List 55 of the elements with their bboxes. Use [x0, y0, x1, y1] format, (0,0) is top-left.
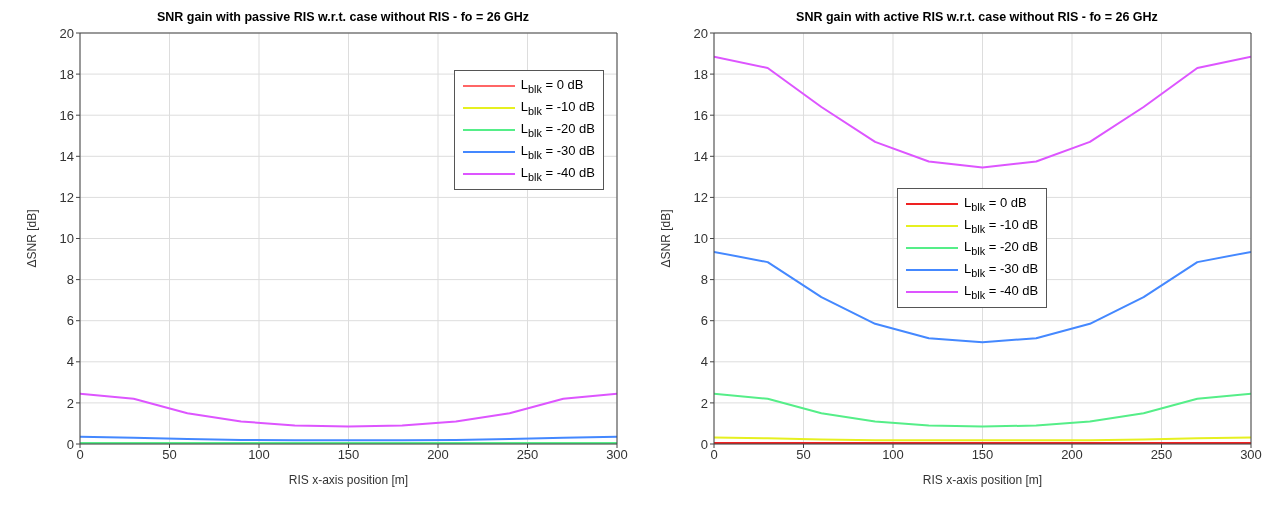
y-tick-label: 10 [693, 231, 708, 247]
y-tick-label: 2 [66, 395, 74, 411]
legend-label: L$_{blk}$ = 0 dB [520, 77, 584, 95]
y-tick-label: 18 [693, 66, 708, 82]
line-series [714, 392, 1251, 428]
legend-label: L$_{blk}$ = -30 dB [520, 143, 595, 161]
legend-label: L$_{blk}$ = -40 dB [964, 283, 1039, 301]
x-tick-label: 0 [710, 447, 718, 463]
x-tick-label: 100 [882, 447, 904, 463]
x-tick-label: 150 [337, 447, 360, 463]
x-tick-label: 150 [971, 447, 994, 463]
x-tick-label: 0 [76, 447, 84, 463]
line-series [80, 392, 617, 428]
chart-title: SNR gain with passive RIS w.r.t. case without RIS - fo = 26 GHz [155, 10, 531, 24]
y-tick-label: 20 [693, 25, 708, 41]
x-tick-label: 200 [427, 447, 449, 463]
y-tick-label: 8 [66, 272, 74, 288]
line-series [714, 55, 1251, 169]
x-tick-label: 250 [1150, 447, 1173, 463]
chart-title: SNR gain with active RIS w.r.t. case without RIS - fo = 26 GHz [795, 10, 1159, 24]
y-tick-label: 16 [693, 107, 708, 123]
x-axis-title: RIS x-axis position [m] [922, 473, 1043, 487]
y-tick-label: 16 [59, 107, 74, 123]
y-tick-label: 20 [59, 25, 74, 41]
x-tick-label: 250 [516, 447, 539, 463]
x-tick-label: 300 [606, 447, 628, 463]
y-tick-label: 12 [693, 190, 708, 206]
y-tick-label: 14 [693, 148, 708, 164]
y-tick-label: 4 [66, 354, 74, 370]
x-tick-label: 50 [162, 447, 177, 463]
legend-label: L$_{blk}$ = 0 dB [964, 195, 1027, 213]
legend-label: L$_{blk}$ = -40 dB [520, 165, 595, 183]
legend-label: L$_{blk}$ = -20 dB [520, 121, 595, 139]
legend-label: L$_{blk}$ = -10 dB [964, 217, 1039, 235]
y-tick-label: 0 [700, 436, 708, 452]
y-axis-title: ΔSNR [dB] [25, 209, 40, 268]
y-tick-label: 0 [66, 436, 74, 452]
y-axis-title: ΔSNR [dB] [659, 209, 674, 268]
y-tick-label: 8 [700, 272, 708, 288]
x-tick-label: 100 [248, 447, 270, 463]
x-tick-label: 300 [1240, 447, 1262, 463]
legend-label: L$_{blk}$ = -30 dB [964, 261, 1039, 279]
y-tick-label: 6 [700, 313, 708, 329]
y-tick-label: 2 [700, 395, 708, 411]
y-tick-label: 14 [59, 148, 74, 164]
y-tick-label: 12 [59, 190, 74, 206]
x-tick-label: 200 [1061, 447, 1083, 463]
y-tick-label: 4 [700, 354, 708, 370]
y-tick-label: 18 [59, 66, 74, 82]
legend-label: L$_{blk}$ = -10 dB [520, 99, 595, 117]
x-tick-label: 50 [796, 447, 811, 463]
x-axis-title: RIS x-axis position [m] [288, 473, 409, 487]
legend-label: L$_{blk}$ = -20 dB [964, 239, 1039, 257]
y-tick-label: 10 [59, 231, 74, 247]
y-tick-label: 6 [66, 313, 74, 329]
